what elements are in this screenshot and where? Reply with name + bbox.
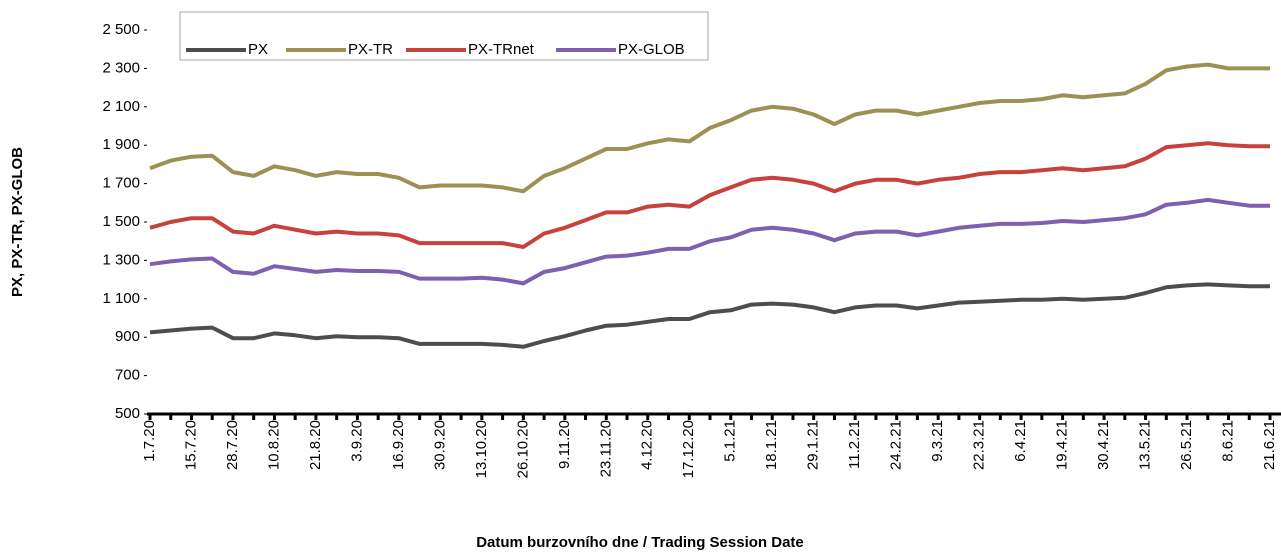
x-tick-label: 16.9.20 [390,420,407,470]
x-tick-label: 9.11.20 [556,420,573,469]
y-tick-label: 2 500 [102,21,140,38]
series-line [149,62,1270,194]
x-tick-label: 22.3.21 [971,420,988,470]
x-tick-label: 15.7.20 [182,420,199,470]
y-tick-label: 1 900 [102,136,140,153]
x-tick-label: 26.5.21 [1178,420,1195,470]
x-tick-label: 11.2.21 [846,420,863,469]
x-tick-label: 10.8.20 [265,420,282,470]
x-tick-label: 5.1.21 [722,420,739,462]
y-tick-label: 700 [115,367,140,384]
x-tick-label: 26.10.20 [514,420,531,478]
y-tick-label: 1 500 [102,213,140,230]
x-tick-label: 21.8.20 [307,420,324,470]
x-tick-label: 13.5.21 [1137,420,1154,470]
x-tick-label: 1.7.20 [141,420,158,462]
x-tick-label: 17.12.20 [680,420,697,478]
y-axis-title: PX, PX-TR, PX-GLOB [9,147,26,297]
x-tick-label: 21.6.21 [1261,420,1278,470]
y-tick-label: 2 100 [102,98,140,115]
x-tick-label: 3.9.20 [348,420,365,462]
y-tick-label: 900 [115,328,140,345]
legend-label: PX [248,41,268,58]
x-tick-label: 13.10.20 [473,420,490,478]
x-tick-label: 4.12.20 [639,420,656,470]
x-tick-label: 24.2.21 [888,420,905,470]
legend-label: PX-TRnet [468,41,535,58]
x-tick-label: 30.4.21 [1095,420,1112,470]
x-tick-label: 23.11.20 [597,420,614,477]
x-tick-label: 9.3.21 [929,420,946,462]
x-tick-label: 28.7.20 [224,420,241,470]
y-tick-label: 1 100 [102,290,140,307]
y-tick-label: 1 700 [102,175,140,192]
x-tick-label: 29.1.21 [805,420,822,470]
y-tick-label: 2 300 [102,59,140,76]
series-line [149,197,1270,286]
x-tick-label: 18.1.21 [763,420,780,470]
x-tick-label: 19.4.21 [1054,420,1071,470]
legend-label: PX-GLOB [618,41,685,58]
x-axis-title: Datum burzovního dne / Trading Session D… [476,534,804,551]
x-tick-label: 30.9.20 [431,420,448,470]
x-tick-label: 6.4.21 [1012,420,1029,462]
y-tick-label: 500 [115,405,140,422]
x-tick-label: 8.6.21 [1219,420,1236,462]
series-line [149,282,1270,349]
legend-label: PX-TR [348,41,393,58]
series-line [149,141,1270,249]
y-tick-label: 1 300 [102,251,140,268]
